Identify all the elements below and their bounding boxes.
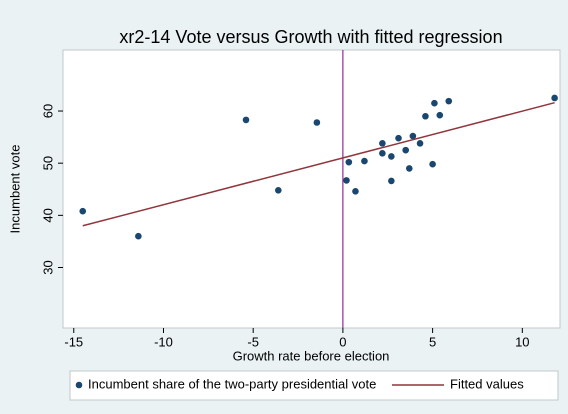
point bbox=[388, 177, 395, 185]
y-tick-label: 50 bbox=[40, 156, 55, 170]
point bbox=[361, 157, 368, 165]
point bbox=[422, 112, 429, 120]
x-tick-label: -5 bbox=[247, 334, 259, 349]
x-tick-label: 0 bbox=[339, 334, 346, 349]
point bbox=[379, 149, 386, 157]
point bbox=[395, 134, 402, 142]
point bbox=[429, 160, 436, 168]
x-tick-label: -15 bbox=[64, 334, 83, 349]
point bbox=[242, 116, 250, 124]
point bbox=[402, 146, 409, 154]
y-tick-label: 30 bbox=[40, 260, 55, 274]
point bbox=[388, 153, 395, 160]
y-axis-label: Incumbent vote bbox=[7, 145, 22, 234]
point bbox=[416, 140, 424, 147]
point bbox=[79, 207, 87, 215]
y-tick-label: 40 bbox=[40, 208, 55, 222]
x-axis-label: Growth rate before election bbox=[233, 348, 390, 363]
point bbox=[551, 94, 558, 102]
legend-label: Incumbent share of the two-party preside… bbox=[88, 376, 376, 391]
y-tick-label: 60 bbox=[40, 104, 55, 118]
point bbox=[405, 165, 413, 172]
point bbox=[275, 187, 282, 194]
point bbox=[379, 140, 386, 147]
chart-title: xr2-14 Vote versus Growth with fitted re… bbox=[119, 27, 502, 47]
point bbox=[313, 119, 321, 126]
point bbox=[409, 132, 417, 140]
point bbox=[436, 111, 444, 119]
x-tick-label: -10 bbox=[154, 334, 173, 349]
fitted-line bbox=[82, 101, 555, 227]
point bbox=[352, 188, 359, 195]
legend-label: Fitted values bbox=[450, 376, 524, 391]
point bbox=[431, 99, 438, 107]
legend bbox=[69, 370, 559, 401]
point bbox=[445, 97, 453, 105]
point bbox=[343, 177, 350, 184]
legend-swatch bbox=[75, 381, 83, 389]
x-tick-label: 5 bbox=[429, 334, 436, 349]
point bbox=[345, 158, 353, 166]
plot-area bbox=[62, 49, 561, 329]
point bbox=[135, 232, 142, 240]
x-tick-label: 10 bbox=[515, 334, 529, 349]
